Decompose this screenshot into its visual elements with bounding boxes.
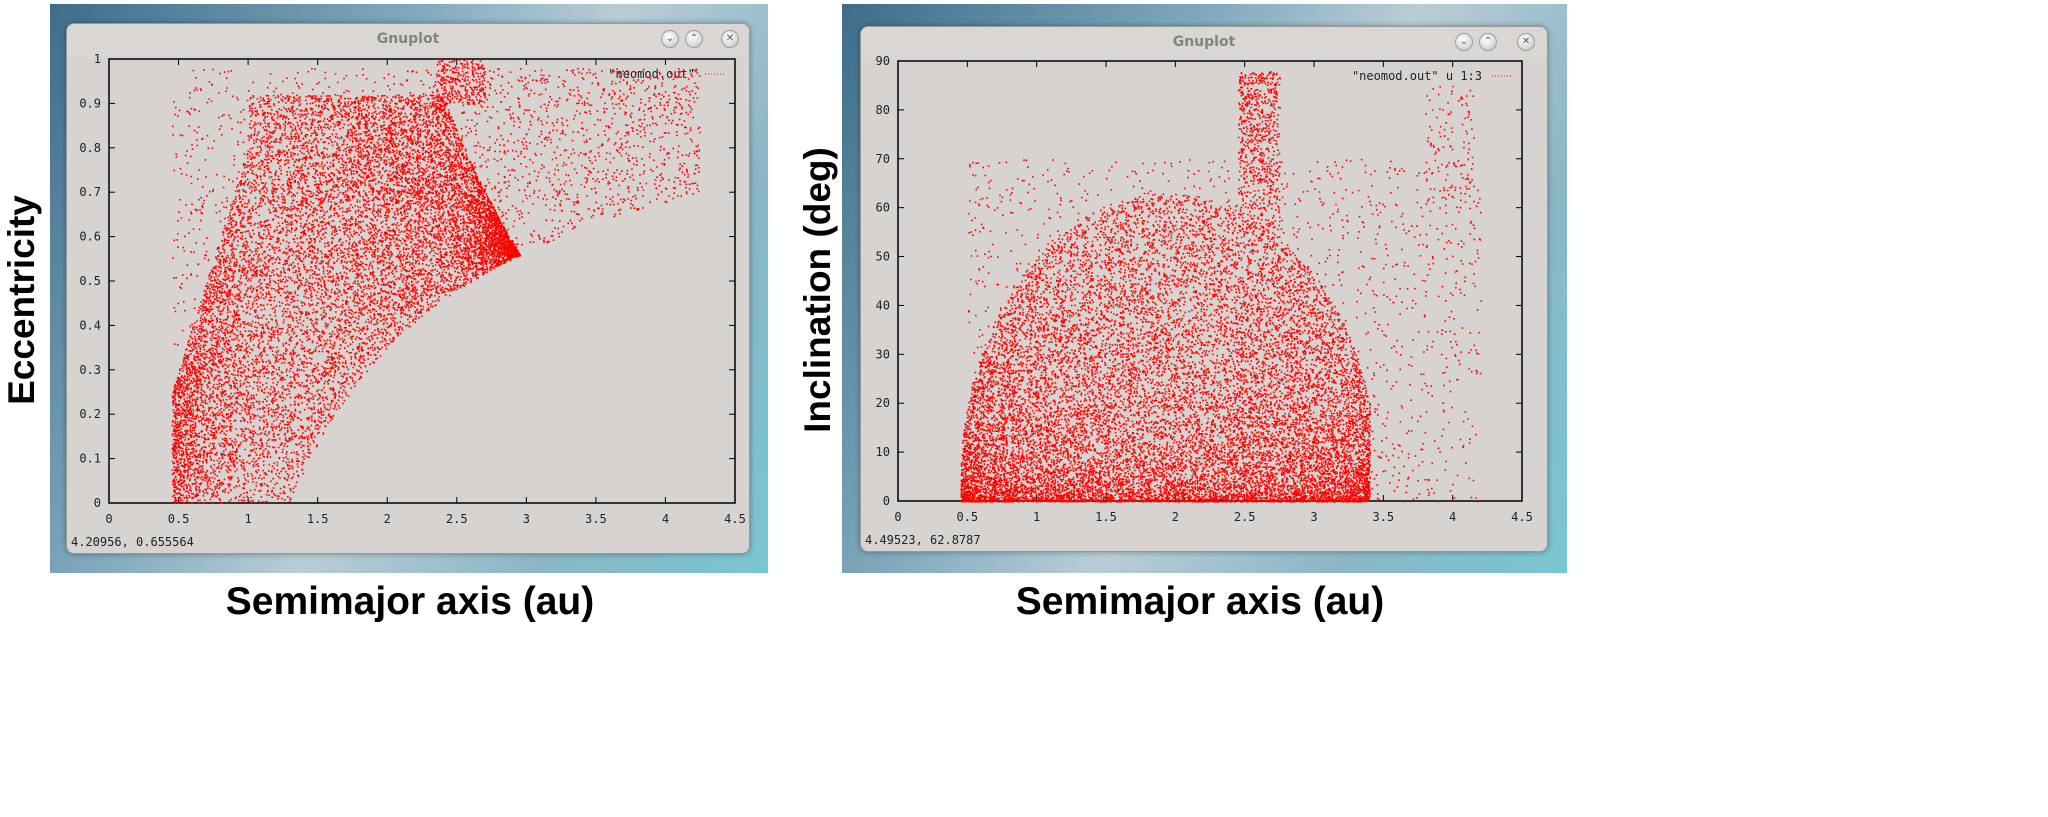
y-tick-label: 30 [876, 347, 890, 361]
window-titlebar[interactable]: Gnuplot ⌄ ⌃ ✕ [861, 27, 1547, 59]
window-title: Gnuplot [376, 31, 440, 47]
window-titlebar[interactable]: Gnuplot ⌄ ⌃ ✕ [67, 24, 749, 56]
y-tick-label: 50 [876, 250, 890, 264]
x-tick-label: 0.5 [956, 510, 978, 524]
plot-frame [108, 58, 736, 504]
y-tick-label: 0.5 [79, 274, 101, 288]
x-tick-label: 1 [244, 512, 251, 526]
y-tick-label: 0 [883, 494, 890, 508]
y-tick-label: 0.9 [79, 96, 101, 110]
x-tick-label: 3 [523, 512, 530, 526]
x-tick-label: 2.5 [446, 512, 468, 526]
gnuplot-window-right: Gnuplot ⌄ ⌃ ✕ 0 0.5 1 1.5 2 2.5 3 3.5 4 4.5 0 10 20 3… [860, 26, 1548, 552]
x-tick-label: 4.5 [724, 512, 746, 526]
close-icon[interactable]: ✕ [721, 30, 739, 48]
x-tick-label: 2 [384, 512, 391, 526]
scatter-point-cloud [171, 59, 701, 505]
legend-label: "neomod.out" u 1:3 [1352, 69, 1482, 83]
y-tick-label: 0.2 [79, 407, 101, 421]
x-tick-label: 0 [894, 510, 901, 524]
scatter-points [171, 59, 701, 505]
chevron-down-icon[interactable]: ⌄ [661, 30, 679, 48]
right-panel-x-axis-label: Semimajor axis (au) [1015, 580, 1385, 623]
window-title: Gnuplot [1172, 34, 1236, 50]
x-tick-label: 3 [1310, 510, 1317, 524]
y-tick-label: 60 [876, 201, 890, 215]
cursor-coordinate-readout: 4.20956, 0.655564 [71, 535, 194, 549]
x-tick-label: 4 [1449, 510, 1456, 524]
x-tick-label: 1.5 [1095, 510, 1117, 524]
x-tick-label: 1 [1033, 510, 1040, 524]
x-tick-label: 1.5 [307, 512, 329, 526]
left-panel-y-axis-label: Eccentricity [0, 195, 42, 405]
y-tick-label: 80 [876, 103, 890, 117]
y-tick-label: 0.7 [79, 185, 101, 199]
chevron-down-icon[interactable]: ⌄ [1455, 33, 1473, 51]
left-panel-x-axis-label: Semimajor axis (au) [225, 580, 595, 623]
y-tick-label: 0.3 [79, 363, 101, 377]
gnuplot-window-left: Gnuplot ⌄ ⌃ ✕ 0 0.5 1 1.5 2 2.5 3 3.5 4 4.5 0 0.1 0.… [66, 23, 750, 554]
y-tick-label: 10 [876, 445, 890, 459]
y-tick-label: 0 [94, 496, 101, 510]
y-tick-label: 40 [876, 298, 890, 312]
x-tick-label: 2 [1172, 510, 1179, 524]
scatter-points [960, 71, 1482, 503]
legend-label: "neomod.out" [608, 67, 695, 81]
x-tick-label: 2.5 [1234, 510, 1256, 524]
y-tick-label: 0.8 [79, 141, 101, 155]
cursor-coordinate-readout: 4.49523, 62.8787 [865, 533, 981, 547]
y-tick-label: 0.1 [79, 452, 101, 466]
x-tick-label: 3.5 [585, 512, 607, 526]
y-tick-label: 20 [876, 396, 890, 410]
right-panel-y-axis-label: Inclination (deg) [796, 147, 838, 433]
y-tick-label: 90 [876, 54, 890, 68]
close-icon[interactable]: ✕ [1517, 33, 1535, 51]
chevron-up-icon[interactable]: ⌃ [1479, 33, 1497, 51]
x-tick-label: 0 [105, 512, 112, 526]
x-tick-label: 0.5 [168, 512, 190, 526]
x-tick-label: 4 [662, 512, 669, 526]
y-tick-label: 70 [876, 152, 890, 166]
x-tick-label: 4.5 [1511, 510, 1533, 524]
y-tick-label: 0.6 [79, 230, 101, 244]
scatter-plot-inclination[interactable]: 0 0.5 1 1.5 2 2.5 3 3.5 4 4.5 0 10 20 30 40 50 60 70 80 90 "… [861, 27, 1547, 551]
y-tick-label: 1 [94, 52, 101, 66]
x-tick-label: 3.5 [1372, 510, 1394, 524]
y-tick-label: 0.4 [79, 318, 101, 332]
chevron-up-icon[interactable]: ⌃ [685, 30, 703, 48]
scatter-point-cloud [960, 71, 1482, 503]
scatter-plot-eccentricity[interactable]: 0 0.5 1 1.5 2 2.5 3 3.5 4 4.5 0 0.1 0.2 0.3 0.4 0.5 0.6 0… [67, 24, 749, 553]
